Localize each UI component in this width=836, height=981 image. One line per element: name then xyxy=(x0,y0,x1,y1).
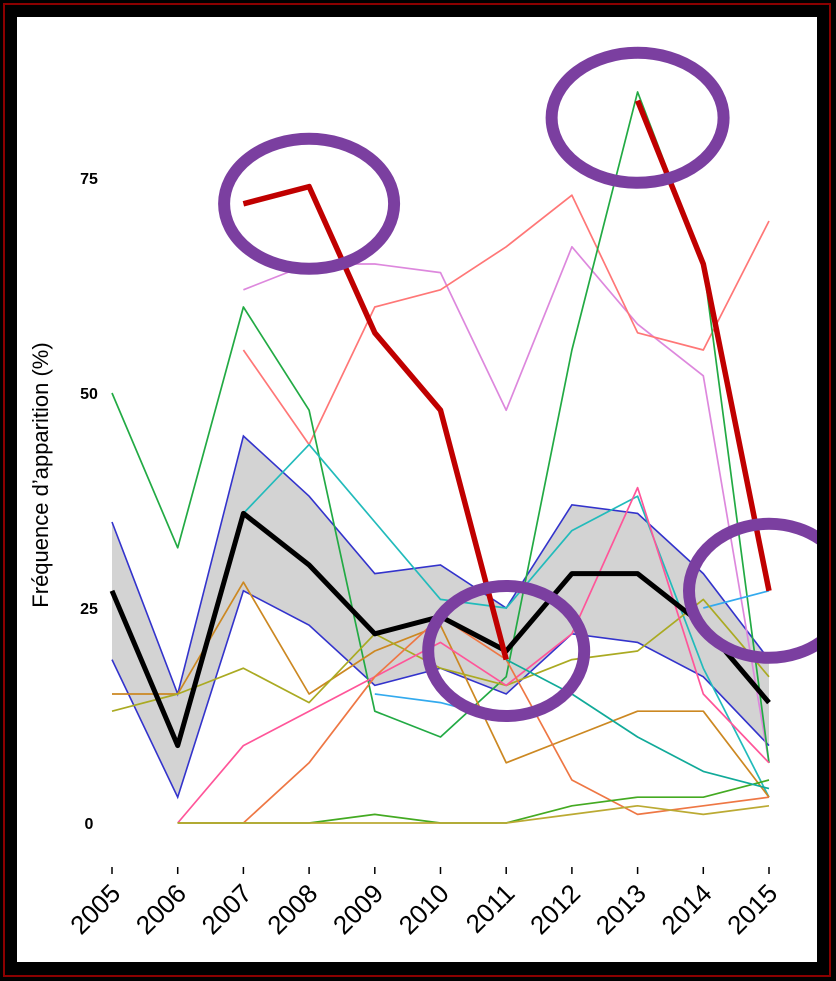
y-tick-label: 0 xyxy=(85,816,94,833)
series-line-11 xyxy=(177,804,770,824)
y-tick-label: 75 xyxy=(80,171,98,188)
annotation-circles xyxy=(218,46,817,722)
series-line-12 xyxy=(505,658,770,790)
line-chart: 0 25 50 75 2005 2006 2007 2008 2009 2010 2011 2012… xyxy=(28,46,817,940)
annotation-circle-3 xyxy=(545,46,730,189)
x-ticks: 2005 2006 2007 2008 2009 2010 2011 2012 2013 2014… xyxy=(64,867,783,940)
y-ticks: 0 25 50 75 xyxy=(80,171,98,833)
x-tick-label: 2007 xyxy=(196,878,258,940)
highlight-line-group xyxy=(242,99,772,661)
x-tick-label: 2010 xyxy=(393,878,455,940)
series-lines xyxy=(111,91,770,824)
series-line-8 xyxy=(177,486,770,824)
band-upper-line xyxy=(111,434,770,697)
highlight-line xyxy=(242,99,772,661)
x-tick-label: 2008 xyxy=(261,878,323,940)
annotation-circle-2 xyxy=(422,580,591,722)
x-tick-label: 2011 xyxy=(460,878,521,939)
x-tick-label: 2005 xyxy=(64,878,126,940)
x-tick-label: 2012 xyxy=(524,878,586,940)
x-tick-label: 2006 xyxy=(130,878,192,940)
y-tick-label: 25 xyxy=(80,601,98,618)
x-tick-label: 2009 xyxy=(327,878,389,940)
chart-panel: 0 25 50 75 2005 2006 2007 2008 2009 2010 2011 2012… xyxy=(17,17,817,962)
series-line-2 xyxy=(242,194,770,446)
x-tick-label: 2013 xyxy=(590,878,652,940)
series-line-7 xyxy=(111,598,770,713)
y-tick-label: 50 xyxy=(80,386,98,403)
x-tick-label: 2015 xyxy=(721,878,783,940)
y-axis-label: Fréquence d’apparition (%) xyxy=(28,342,53,607)
x-tick-label: 2014 xyxy=(655,878,717,940)
annotation-circle-1 xyxy=(218,132,401,275)
annotation-circle-4 xyxy=(683,517,817,664)
